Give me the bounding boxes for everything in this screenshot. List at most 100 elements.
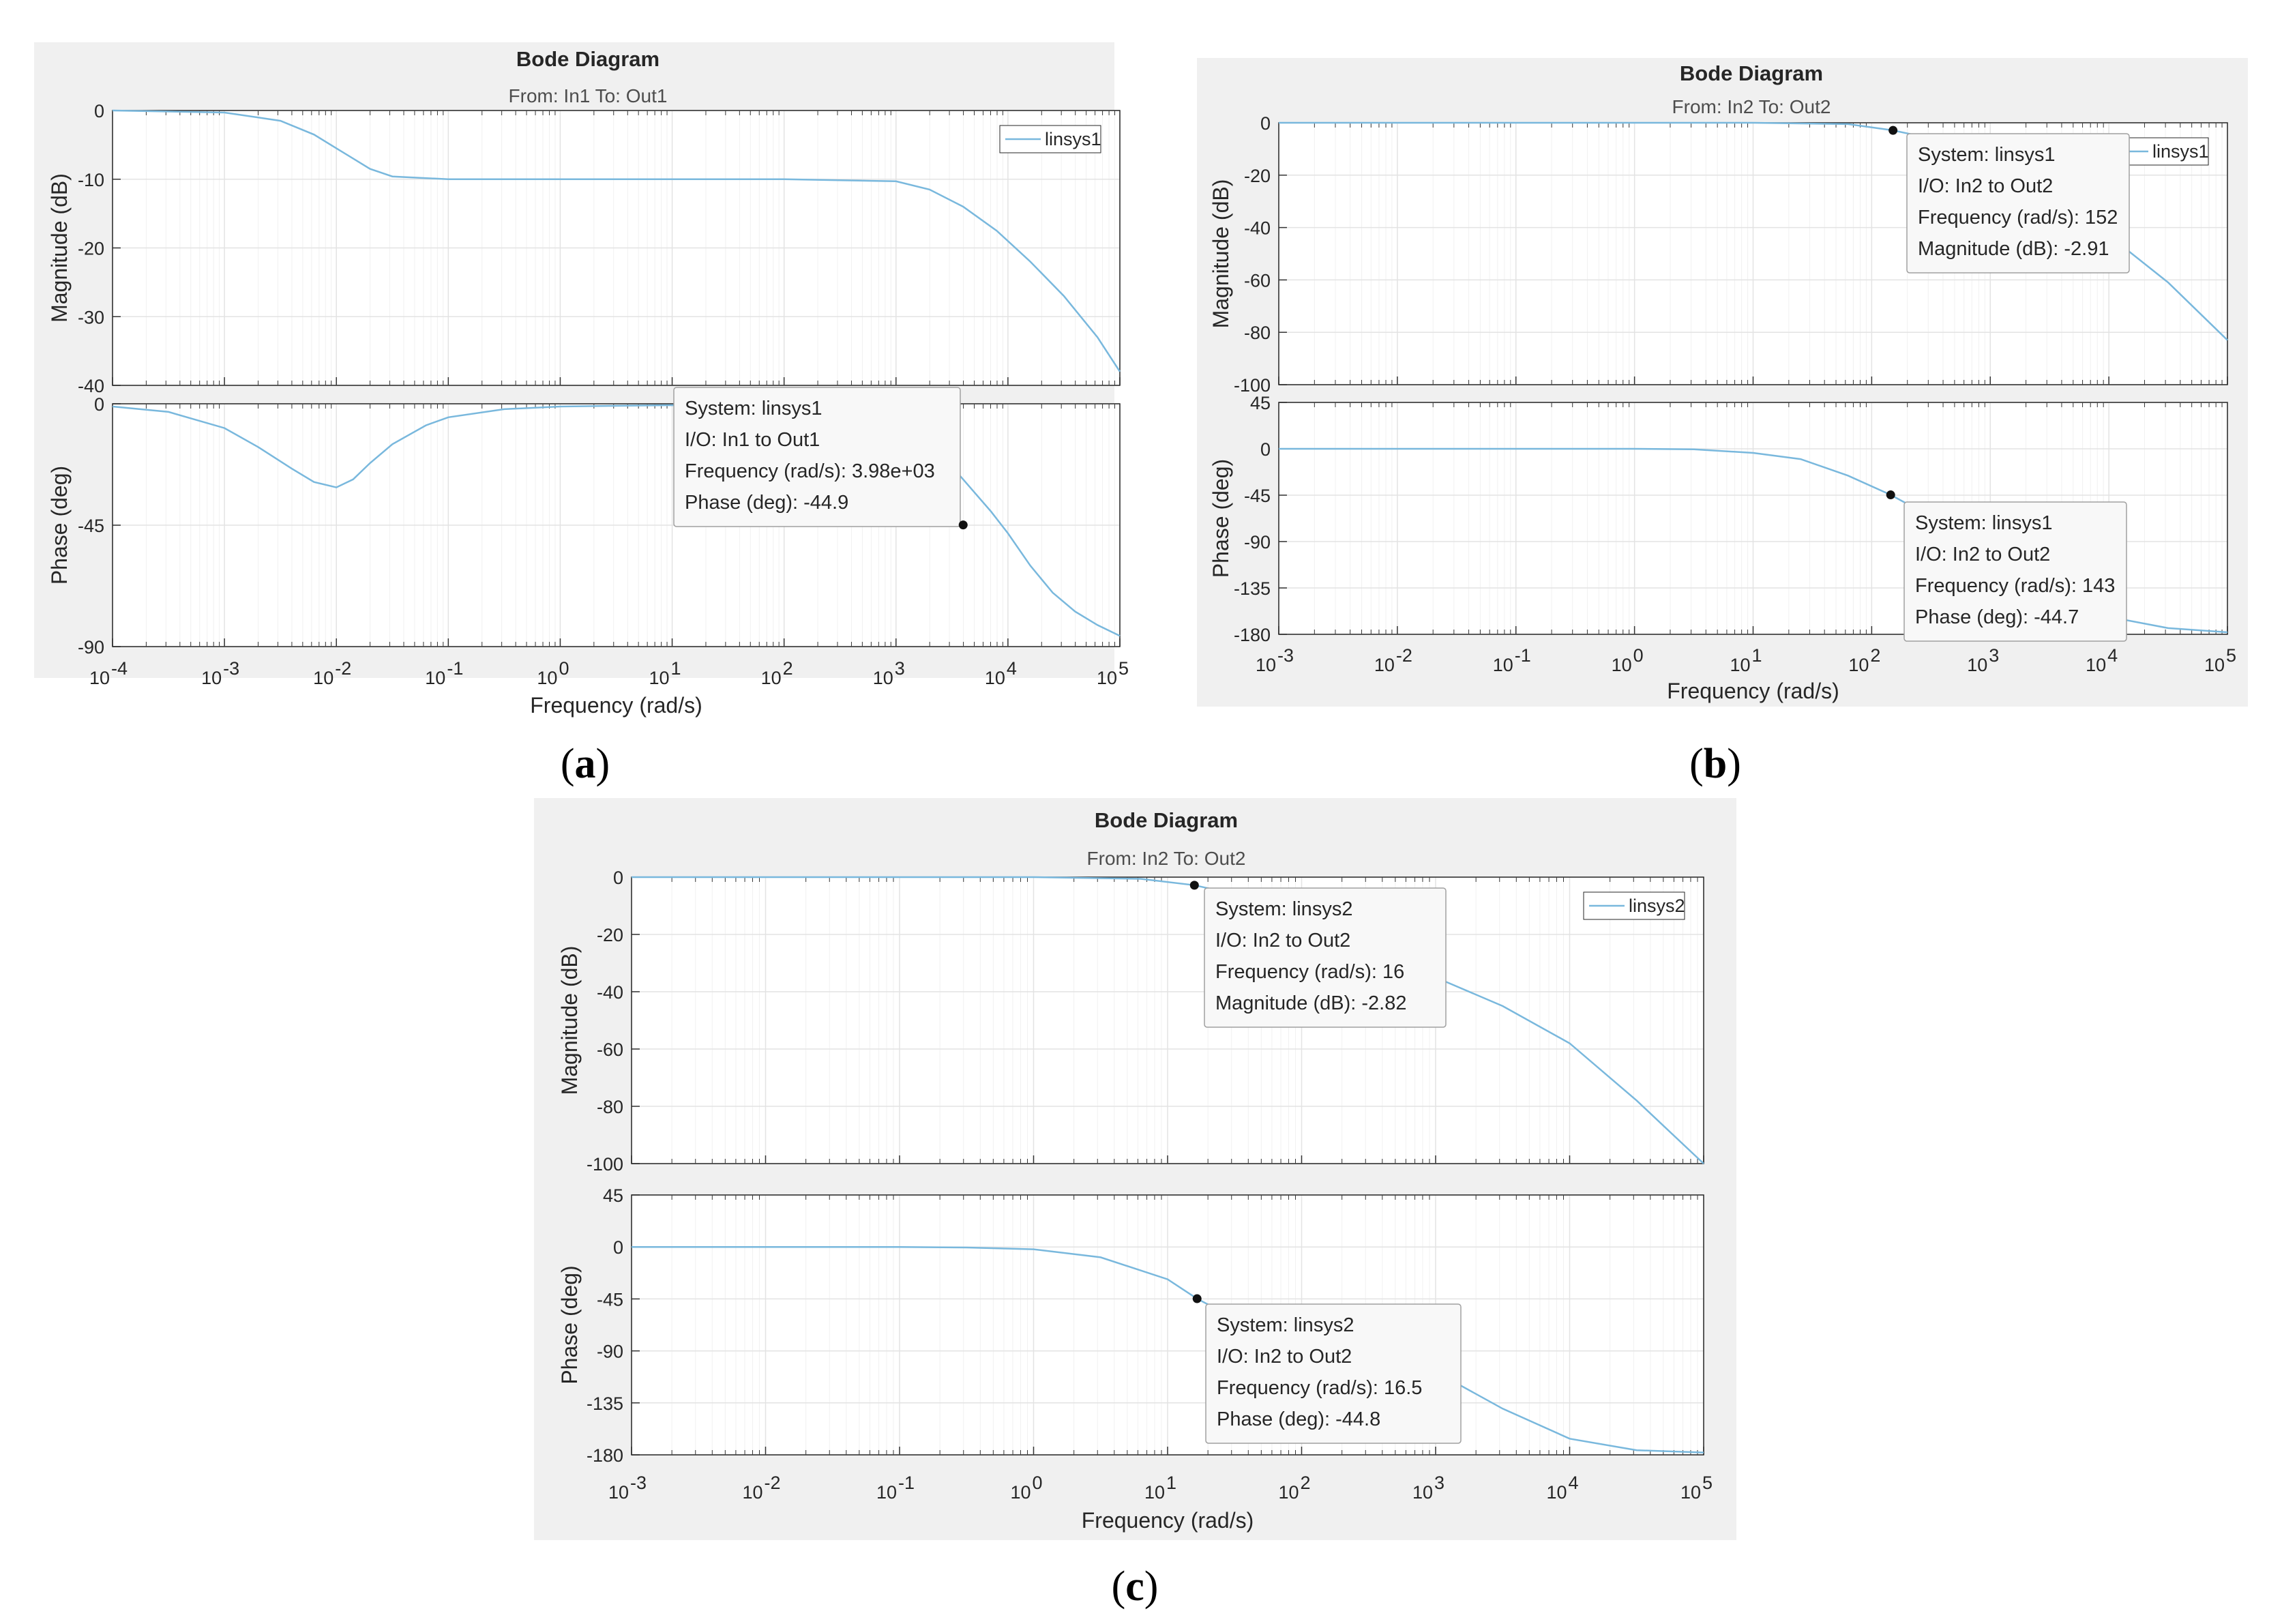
y-tick-label: -45	[78, 516, 104, 536]
x-tick-base: 10	[1493, 655, 1513, 675]
data-tip-line: System: linsys1	[1915, 512, 2052, 534]
phase-y-axis-label: Phase (deg)	[47, 466, 72, 585]
x-tick-exponent: 1	[1752, 645, 1762, 666]
data-tip-tooltip_phase: System: linsys2 I/O: In2 to Out2 Frequency…	[1193, 1295, 1461, 1443]
legend: linsys2	[1584, 892, 1685, 919]
data-tip-line: I/O: In2 to Out2	[1915, 544, 2050, 565]
x-tick-exponent: 4	[1569, 1473, 1579, 1493]
x-tick-exponent: -4	[111, 658, 128, 679]
legend-label: linsys1	[1045, 129, 1101, 149]
y-tick-label: 45	[603, 1185, 623, 1206]
chart-subtitle: From: In2 To: Out2	[1672, 96, 1831, 117]
y-tick-label: -135	[1234, 578, 1271, 599]
x-tick-base: 10	[761, 668, 782, 688]
data-tip-tooltip_mag: System: linsys2 I/O: In2 to Out2 Frequency…	[1190, 881, 1446, 1027]
x-axis-label: Frequency (rad/s)	[1082, 1508, 1254, 1533]
x-tick-base: 10	[201, 668, 222, 688]
y-tick-label: -40	[597, 982, 623, 1003]
x-tick-exponent: 0	[1633, 645, 1644, 666]
y-tick-label: -80	[1244, 323, 1271, 343]
panel-caption: (a)	[561, 741, 610, 787]
data-tip-line: Frequency (rad/s): 16	[1215, 961, 1404, 983]
magnitude-y-axis-label: Magnitude (dB)	[1209, 179, 1233, 329]
data-tip-line: I/O: In2 to Out2	[1217, 1346, 1352, 1368]
y-tick-label: -90	[597, 1342, 623, 1362]
data-tip-marker[interactable]	[1886, 490, 1895, 499]
data-tip-line: Frequency (rad/s): 3.98e+03	[685, 460, 935, 482]
y-tick-label: 45	[1250, 393, 1271, 413]
data-tip-line: Phase (deg): -44.7	[1915, 606, 2079, 628]
x-tick-exponent: -3	[223, 658, 239, 679]
y-tick-label: -20	[78, 239, 104, 259]
data-tip-tooltip_phase: System: linsys1 I/O: In2 to Out2 Frequency…	[1886, 490, 2127, 641]
x-tick-exponent: 5	[1118, 658, 1129, 679]
y-tick-label: -40	[78, 376, 104, 396]
phase-axes: 45 0 -45 -90 -135 -180 Phase (deg)	[557, 1185, 1704, 1466]
panel-caption: (c)	[1112, 1563, 1159, 1610]
data-tip-marker[interactable]	[1193, 1295, 1202, 1303]
magnitude-axes: 0-10-20-30-40Magnitude (dB)	[47, 101, 1120, 396]
data-tip-tooltip_mag: System: linsys1 I/O: In2 to Out2 Frequency…	[1888, 126, 2129, 273]
x-tick-base: 10	[876, 1482, 897, 1503]
x-tick-exponent: -2	[1396, 645, 1412, 666]
phase-y-axis-label: Phase (deg)	[1209, 459, 1233, 578]
phase-y-axis-label: Phase (deg)	[557, 1265, 582, 1384]
x-tick-exponent: 4	[2107, 645, 2118, 666]
x-axis-label: Frequency (rad/s)	[1667, 679, 1839, 703]
y-tick-label: -60	[597, 1039, 623, 1060]
x-tick-exponent: -3	[1277, 645, 1294, 666]
y-tick-label: -45	[1244, 486, 1271, 506]
data-tip-marker[interactable]	[1190, 881, 1199, 889]
y-tick-label: 0	[94, 394, 104, 415]
x-tick-exponent: 2	[1870, 645, 1880, 666]
chart-title: Bode Diagram	[1095, 808, 1238, 832]
x-tick-base: 10	[742, 1482, 762, 1503]
figure-canvas: Bode DiagramFrom: In1 To: Out10-10-20-30…	[0, 0, 2282, 1624]
y-tick-label: 0	[1260, 113, 1271, 134]
y-tick-label: -30	[78, 307, 104, 327]
x-tick-base: 10	[2204, 655, 2225, 675]
x-tick-base: 10	[1374, 655, 1395, 675]
x-tick-base: 10	[1010, 1482, 1031, 1503]
legend-label: linsys1	[2152, 141, 2209, 162]
x-tick-exponent: -1	[1515, 645, 1531, 666]
y-tick-label: 0	[94, 101, 104, 121]
y-tick-label: -45	[597, 1289, 623, 1310]
x-tick-exponent: 1	[671, 658, 681, 679]
y-tick-label: -90	[1244, 532, 1271, 552]
legend-label: linsys2	[1629, 896, 1685, 916]
data-tip-line: Frequency (rad/s): 152	[1918, 207, 2118, 228]
x-tick-exponent: 3	[1989, 645, 1999, 666]
y-tick-label: -135	[587, 1393, 623, 1414]
x-tick-exponent: -1	[447, 658, 463, 679]
x-tick-base: 10	[537, 668, 557, 688]
x-tick-exponent: -2	[335, 658, 351, 679]
y-tick-label: -80	[597, 1097, 623, 1117]
chart-title: Bode Diagram	[1680, 61, 1823, 85]
bode-figure-c: Bode DiagramFrom: In2 To: Out20-20-40-60…	[534, 798, 1736, 1610]
data-tip-line: Frequency (rad/s): 16.5	[1217, 1377, 1422, 1399]
y-tick-label: -180	[587, 1445, 623, 1466]
x-axis-label: Frequency (rad/s)	[530, 693, 702, 718]
x-tick-base: 10	[425, 668, 445, 688]
x-tick-base: 10	[1278, 1482, 1299, 1503]
data-tip-marker[interactable]	[1888, 126, 1897, 135]
x-tick-base: 10	[1848, 655, 1869, 675]
x-tick-exponent: -2	[765, 1473, 781, 1493]
chart-title: Bode Diagram	[516, 47, 660, 71]
y-tick-label: -20	[1244, 166, 1271, 186]
x-tick-base: 10	[1730, 655, 1750, 675]
bode-figure-a: Bode Diagram From: In1 To: Out1 0 -1 0 -20 -30…	[34, 42, 1129, 787]
y-tick-label: 0	[613, 1237, 623, 1258]
data-tip-marker[interactable]	[959, 520, 968, 529]
data-tip-line: I/O: In2 to Out2	[1215, 930, 1350, 951]
x-tick-exponent: -1	[898, 1473, 915, 1493]
x-tick-exponent: 5	[1702, 1473, 1713, 1493]
data-tip-line: System: linsys2	[1217, 1314, 1354, 1336]
x-tick-base: 10	[1412, 1482, 1433, 1503]
chart-subtitle: From: In1 To: Out1	[509, 85, 668, 106]
x-tick-exponent: -3	[630, 1473, 647, 1493]
x-tick-base: 10	[89, 668, 110, 688]
chart-subtitle: From: In2 To: Out2	[1087, 848, 1246, 869]
x-tick-exponent: 2	[783, 658, 793, 679]
